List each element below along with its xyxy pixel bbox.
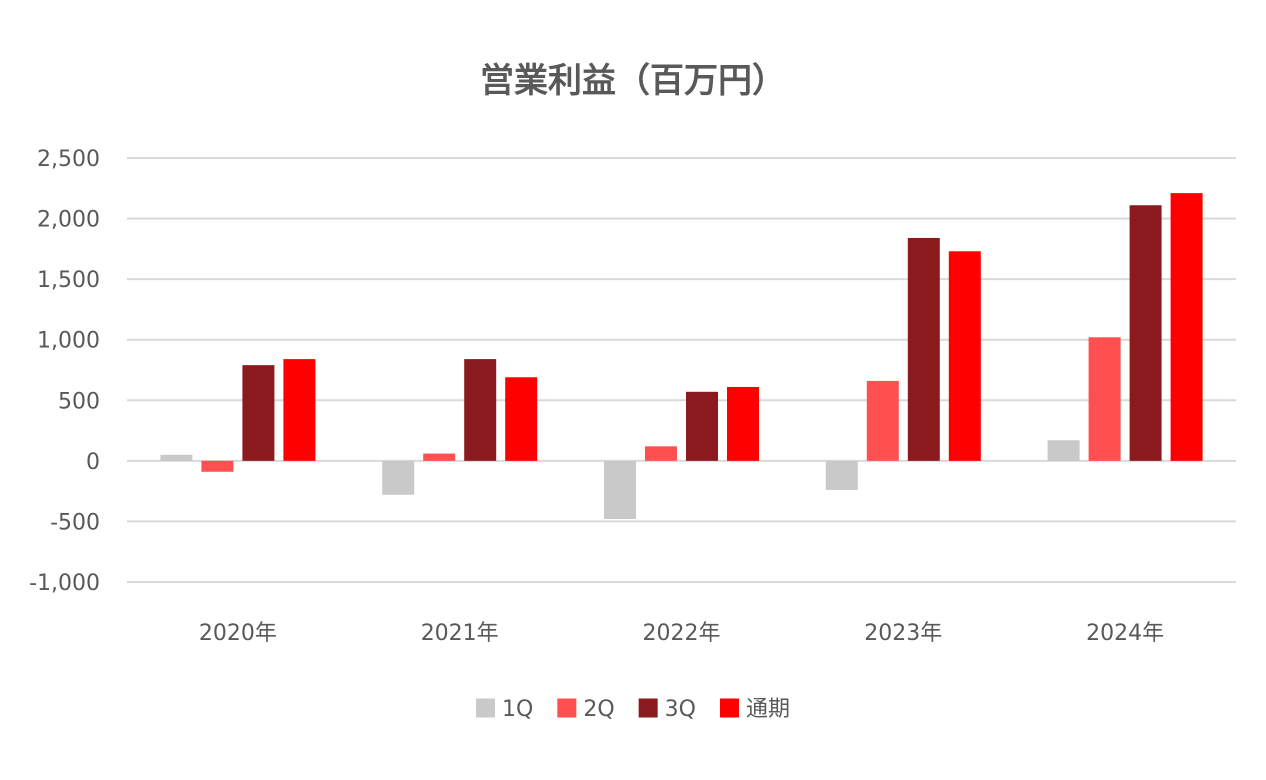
bar-3Q-2024年: [1129, 205, 1162, 461]
x-tick-label: 2020年: [199, 621, 277, 646]
bar-通期-2021年: [505, 377, 538, 461]
legend-label: 3Q: [665, 697, 696, 722]
bar-1Q-2023年: [825, 460, 858, 490]
bars: [160, 193, 1203, 520]
bar-1Q-2024年: [1047, 440, 1080, 461]
bar-3Q-2021年: [464, 359, 497, 461]
bar-通期-2023年: [948, 251, 981, 461]
bar-1Q-2020年: [160, 454, 193, 461]
legend-label: 通期: [746, 697, 790, 722]
x-tick-label: 2021年: [421, 621, 499, 646]
x-tick-label: 2023年: [864, 621, 942, 646]
y-tick-label: 0: [86, 450, 100, 475]
legend-swatch-通期: [719, 698, 739, 718]
bar-2Q-2020年: [201, 460, 234, 472]
y-tick-label: 1,500: [37, 268, 100, 293]
legend-label: 2Q: [583, 697, 614, 722]
legend: 1Q 2Q 3Q 通期: [476, 697, 790, 722]
y-tick-label: 500: [58, 389, 100, 414]
bar-通期-2020年: [283, 359, 316, 461]
bar-3Q-2020年: [242, 365, 275, 461]
bar-通期-2022年: [727, 386, 759, 461]
bar-2Q-2024年: [1088, 337, 1121, 461]
y-tick-label: 2,500: [37, 147, 100, 172]
x-tick-label: 2022年: [643, 621, 721, 646]
legend-label: 1Q: [502, 697, 533, 722]
chart-title: 営業利益（百万円）: [480, 61, 786, 101]
bar-2Q-2023年: [866, 380, 899, 461]
x-axis-tick-labels: 2020年 2021年 2022年 2023年 2024年: [199, 621, 1164, 646]
bar-2Q-2021年: [423, 453, 456, 461]
bar-1Q-2022年: [604, 460, 636, 520]
y-tick-label: 1,000: [37, 329, 100, 354]
y-tick-label: -500: [50, 510, 100, 535]
bar-3Q-2023年: [907, 237, 940, 461]
bar-2Q-2022年: [645, 446, 677, 461]
legend-swatch-2Q: [557, 698, 577, 718]
x-tick-label: 2024年: [1086, 621, 1164, 646]
y-axis-tick-labels: 2,500 2,000 1,500 1,000 500 0 -500 -1,000: [29, 147, 100, 596]
bar-通期-2024年: [1170, 193, 1203, 461]
legend-swatch-1Q: [476, 698, 495, 718]
bar-3Q-2022年: [686, 391, 718, 461]
y-tick-label: 2,000: [37, 208, 100, 233]
y-tick-label: -1,000: [29, 571, 100, 596]
bar-1Q-2021年: [382, 460, 415, 495]
legend-swatch-3Q: [638, 698, 658, 718]
